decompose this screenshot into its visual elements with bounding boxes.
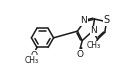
Text: S: S bbox=[104, 15, 110, 25]
Text: O: O bbox=[77, 50, 84, 59]
Text: CH₃: CH₃ bbox=[87, 41, 101, 50]
Text: N: N bbox=[81, 16, 87, 25]
Text: O: O bbox=[30, 51, 38, 60]
Text: CH₃: CH₃ bbox=[24, 56, 38, 65]
Text: N: N bbox=[90, 26, 97, 35]
